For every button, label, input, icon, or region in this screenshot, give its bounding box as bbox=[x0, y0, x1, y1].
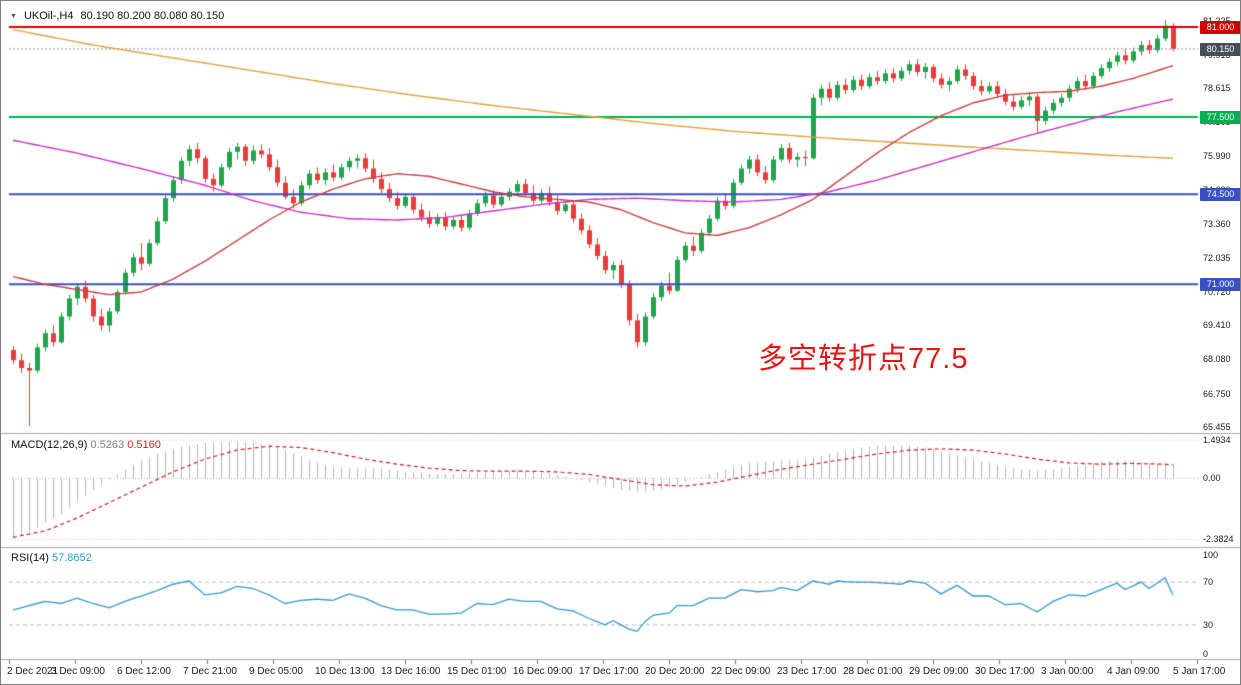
chart-canvas[interactable] bbox=[1, 1, 1240, 684]
chart-window: ▼ UKOil-,H4 80.190 80.200 80.080 80.150 … bbox=[0, 0, 1241, 685]
